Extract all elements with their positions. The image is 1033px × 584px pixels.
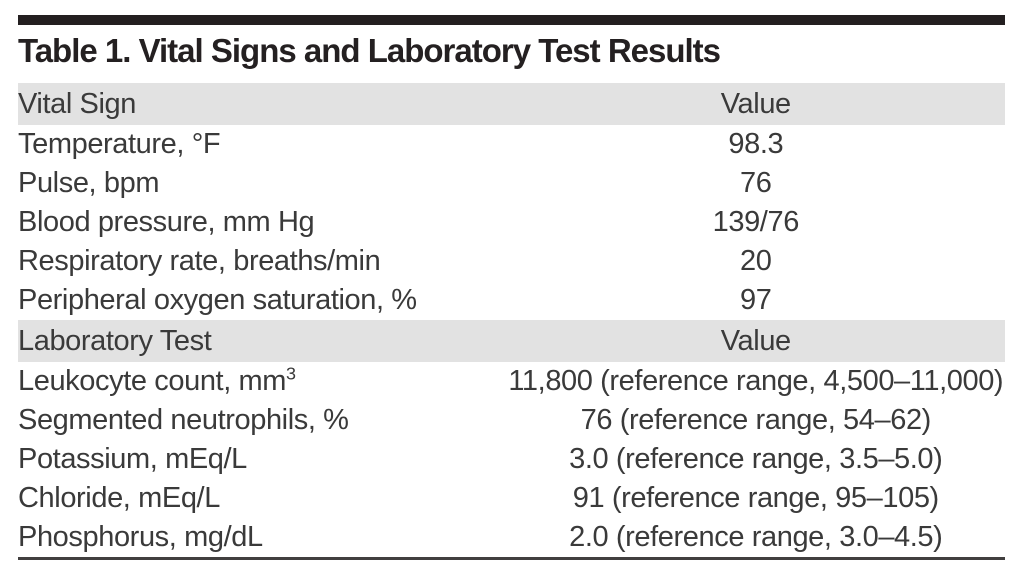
- section-header-row: Vital Sign Value: [18, 83, 1005, 125]
- row-value: 2.0 (reference range, 3.0–4.5): [569, 521, 943, 553]
- row-value: 91 (reference range, 95–105): [572, 482, 939, 514]
- row-value: 3.0 (reference range, 3.5–5.0): [569, 443, 943, 475]
- table-row: Leukocyte count, mm3 11,800 (reference ra…: [18, 362, 1005, 401]
- table-row: Chloride, mEq/L 91 (reference range, 95–1…: [18, 479, 1005, 518]
- row-value: 76 (reference range, 54–62): [580, 404, 932, 436]
- row-label: Temperature, °F: [18, 128, 221, 160]
- table-row: Potassium, mEq/L 3.0 (reference range, 3.…: [18, 440, 1005, 479]
- table-row: Peripheral oxygen saturation, % 97: [18, 281, 1005, 320]
- table-body: Vital Sign Value Temperature, °F 98.3 Pulse,…: [18, 83, 1005, 557]
- section-header-value: Value: [720, 324, 791, 357]
- row-label: Respiratory rate, breaths/min: [18, 245, 381, 277]
- row-label: Pulse, bpm: [18, 167, 160, 199]
- section-header-row: Laboratory Test Value: [18, 320, 1005, 362]
- row-label: Potassium, mEq/L: [18, 443, 247, 475]
- row-label: Peripheral oxygen saturation, %: [18, 284, 417, 316]
- row-value: 139/76: [712, 206, 800, 238]
- superscript: 3: [286, 363, 296, 384]
- table-row: Phosphorus, mg/dL 2.0 (reference range, 3…: [18, 518, 1005, 557]
- section-header-label: Laboratory Test: [18, 324, 212, 357]
- table-row: Segmented neutrophils, % 76 (reference ra…: [18, 401, 1005, 440]
- table-bottom-rule: [18, 557, 1005, 560]
- row-label: Phosphorus, mg/dL: [18, 521, 263, 553]
- row-value: 76: [740, 167, 772, 199]
- row-value: 98.3: [728, 128, 784, 160]
- row-value: 11,800 (reference range, 4,500–11,000): [508, 365, 1004, 397]
- section-header-label: Vital Sign: [18, 87, 136, 120]
- row-value: 97: [740, 284, 772, 316]
- table-row: Temperature, °F 98.3: [18, 125, 1005, 164]
- journal-table: Table 1. Vital Signs and Laboratory Test…: [18, 0, 1005, 560]
- row-label: Leukocyte count, mm3: [18, 363, 296, 397]
- vitals-labs-table: Vital Sign Value Temperature, °F 98.3 Pulse,…: [18, 83, 1005, 557]
- table-title: Table 1. Vital Signs and Laboratory Test…: [18, 32, 721, 69]
- table-row: Pulse, bpm 76: [18, 164, 1005, 203]
- table-row: Blood pressure, mm Hg 139/76: [18, 203, 1005, 242]
- row-value: 20: [740, 245, 772, 277]
- row-label: Chloride, mEq/L: [18, 482, 220, 514]
- section-header-value: Value: [720, 87, 791, 120]
- table-top-bar: [18, 15, 1005, 25]
- row-label: Blood pressure, mm Hg: [18, 206, 315, 238]
- table-row: Respiratory rate, breaths/min 20: [18, 242, 1005, 281]
- row-label: Segmented neutrophils, %: [18, 404, 349, 436]
